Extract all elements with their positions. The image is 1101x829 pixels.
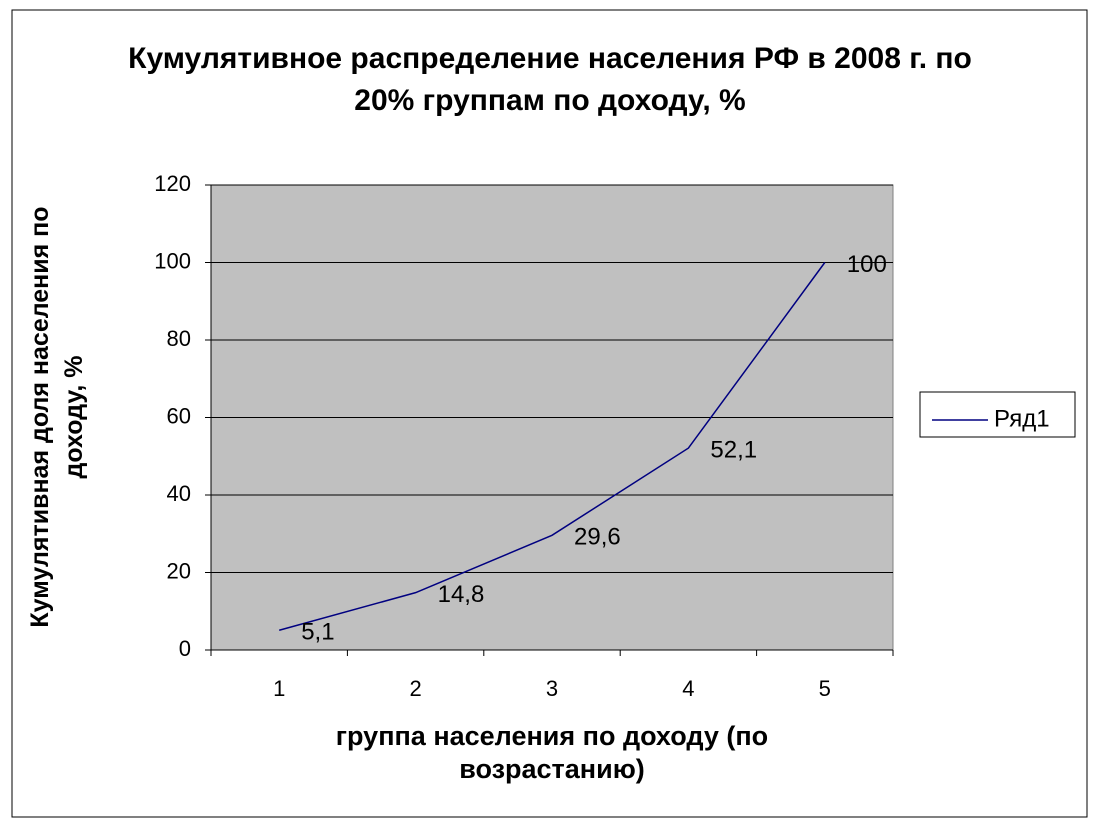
y-tick-label: 60 — [167, 403, 191, 428]
y-tick-label: 20 — [167, 558, 191, 583]
y-tick-label: 0 — [179, 636, 191, 661]
legend — [919, 391, 1076, 438]
x-tick-label: 5 — [819, 676, 831, 701]
x-tick-label: 3 — [546, 676, 558, 701]
series-line — [279, 262, 826, 631]
x-axis-title: группа населения по доходу (по возрастан… — [335, 721, 769, 784]
data-label: 52,1 — [710, 436, 757, 463]
data-label: 14,8 — [438, 581, 485, 608]
y-axis-title: Кумулятивная доля населения по доходу, % — [26, 206, 88, 628]
data-label: 100 — [847, 251, 887, 278]
y-tick-label: 40 — [167, 481, 191, 506]
data-label: 5,1 — [301, 619, 334, 646]
legend-label: Ряд1 — [994, 405, 1050, 432]
x-tick-label: 4 — [682, 676, 694, 701]
y-tick-label: 80 — [167, 326, 191, 351]
y-tick-label: 120 — [154, 171, 191, 196]
chart-title: Кумулятивное распределение населения РФ … — [128, 42, 972, 117]
data-label: 29,6 — [574, 524, 621, 551]
x-tick-label: 2 — [409, 676, 421, 701]
y-tick-label: 100 — [154, 248, 191, 273]
x-tick-label: 1 — [273, 676, 285, 701]
